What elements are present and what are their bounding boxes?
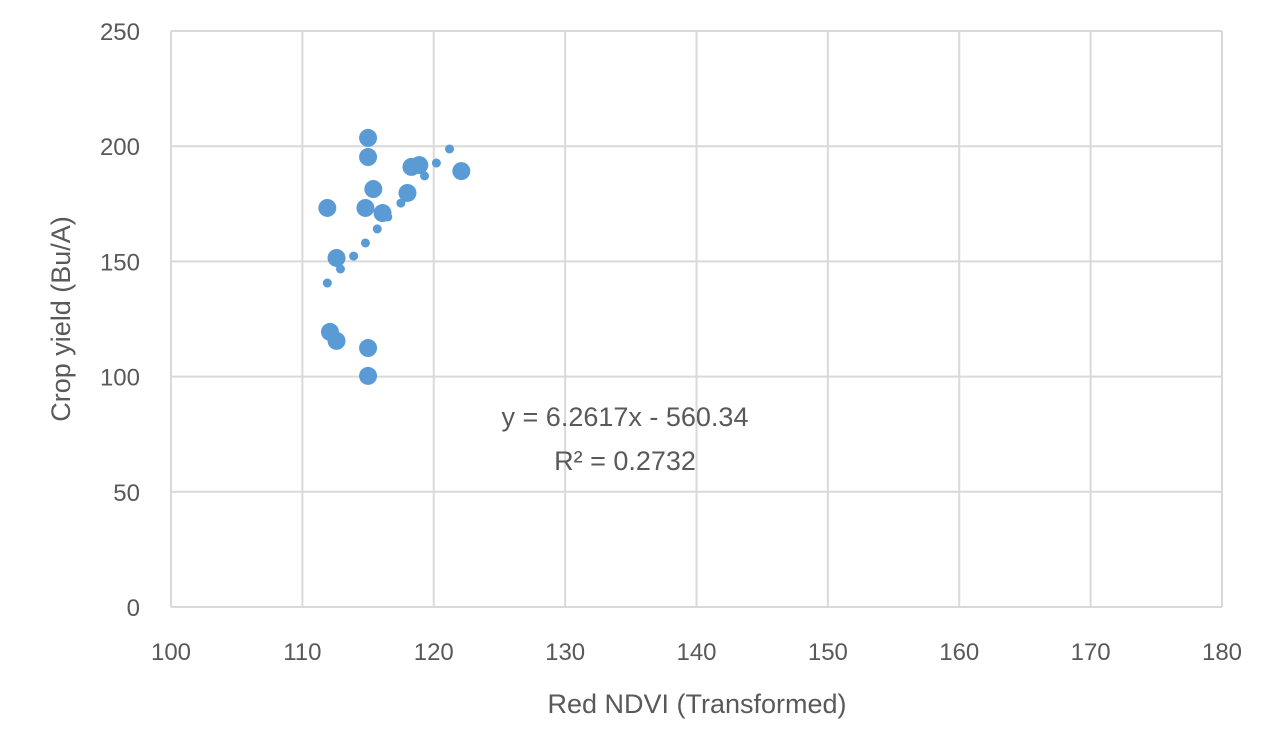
data-point bbox=[445, 144, 455, 154]
trendline-r-squared: R² = 0.2732 bbox=[554, 446, 696, 476]
data-point bbox=[383, 212, 393, 222]
y-tick-label: 200 bbox=[100, 134, 140, 161]
data-point bbox=[356, 198, 375, 217]
data-points bbox=[318, 128, 471, 385]
data-point bbox=[359, 339, 378, 358]
y-tick-label: 150 bbox=[100, 249, 140, 276]
data-point bbox=[359, 366, 378, 385]
data-point bbox=[359, 128, 378, 147]
data-point bbox=[364, 180, 383, 199]
x-tick-label: 130 bbox=[545, 639, 585, 666]
data-point bbox=[327, 248, 346, 267]
data-point bbox=[327, 331, 346, 350]
data-point bbox=[322, 278, 332, 288]
x-axis-label: Red NDVI (Transformed) bbox=[547, 689, 846, 719]
data-point bbox=[318, 198, 337, 217]
gridlines bbox=[170, 30, 1223, 608]
x-tick-label: 140 bbox=[676, 639, 716, 666]
data-point bbox=[396, 198, 406, 208]
x-tick-label: 120 bbox=[414, 639, 454, 666]
x-tick-label: 150 bbox=[808, 639, 848, 666]
x-tick-label: 180 bbox=[1202, 639, 1242, 666]
x-tick-label: 100 bbox=[151, 639, 191, 666]
data-point bbox=[431, 158, 441, 168]
tick-labels: 100 110 120 130 140 150 160 170 180 0 50 100 150 200 2… bbox=[100, 19, 1242, 666]
data-point bbox=[372, 224, 382, 234]
data-point bbox=[335, 264, 345, 274]
y-tick-label: 50 bbox=[113, 480, 140, 507]
data-point bbox=[398, 183, 417, 202]
x-tick-label: 110 bbox=[283, 639, 321, 666]
x-tick-label: 170 bbox=[1071, 639, 1111, 666]
data-point bbox=[359, 148, 378, 167]
trendline-equation: y = 6.2617x - 560.34 bbox=[502, 402, 749, 432]
x-tick-label: 160 bbox=[939, 639, 979, 666]
data-point bbox=[410, 156, 429, 175]
data-point bbox=[360, 238, 370, 248]
y-axis-label: Crop yield (Bu/A) bbox=[46, 216, 76, 422]
data-point bbox=[420, 171, 430, 181]
y-tick-label: 250 bbox=[100, 19, 140, 46]
data-point bbox=[349, 251, 359, 261]
y-tick-label: 0 bbox=[127, 595, 140, 622]
y-tick-label: 100 bbox=[100, 365, 140, 392]
data-point bbox=[452, 162, 471, 181]
